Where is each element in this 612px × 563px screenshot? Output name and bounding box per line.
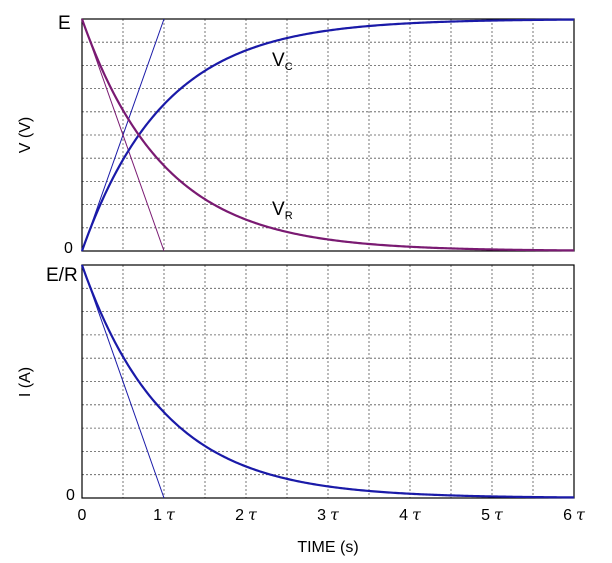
voltage-y-tick-bottom: 0 bbox=[64, 240, 73, 257]
vc-series-label: VC bbox=[272, 50, 293, 73]
time-axis-label: TIME (s) bbox=[297, 539, 358, 556]
voltage-chart-grid bbox=[82, 19, 574, 251]
time-tick-label: 0 bbox=[78, 507, 87, 524]
current-chart-grid bbox=[82, 265, 574, 498]
voltage-chart-frame bbox=[81, 18, 575, 252]
voltage-chart: V (V) E 0 VC VR bbox=[17, 13, 575, 257]
vr-series-label: VR bbox=[272, 199, 293, 222]
current-chart-frame bbox=[81, 264, 575, 499]
voltage-tangent-line bbox=[81, 18, 165, 252]
current-curve bbox=[80, 264, 575, 499]
vr-curve bbox=[80, 18, 575, 252]
vc-curve bbox=[80, 18, 575, 252]
current-tangent-lines bbox=[81, 264, 165, 499]
voltage-tangent-lines bbox=[81, 18, 165, 252]
current-y-tick-top: E/R bbox=[46, 265, 78, 286]
current-axis-label: I (A) bbox=[17, 367, 34, 397]
current-tangent-line bbox=[81, 264, 165, 499]
voltage-axis-label: V (V) bbox=[17, 117, 34, 153]
current-curves bbox=[80, 264, 575, 499]
voltage-y-tick-top: E bbox=[58, 13, 71, 34]
current-y-tick-bottom: 0 bbox=[66, 487, 75, 504]
voltage-curves bbox=[80, 18, 575, 252]
